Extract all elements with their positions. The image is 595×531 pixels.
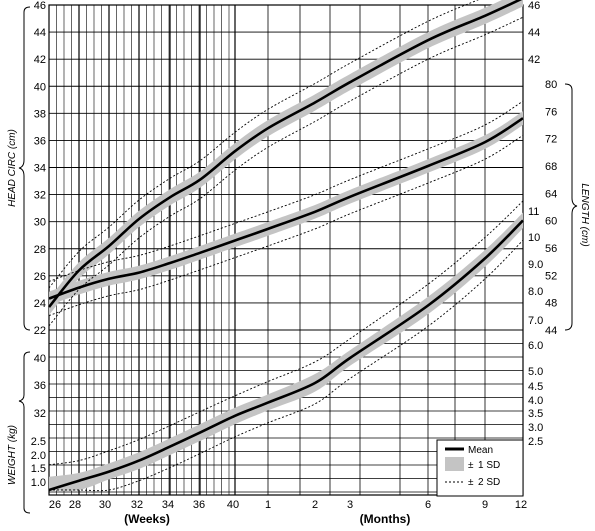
months-axis-label: (Months)	[360, 512, 411, 526]
month-tick-label: 9	[482, 499, 488, 511]
weight-right-tick: 3.5	[528, 408, 543, 420]
week-tick-label: 26	[49, 499, 61, 511]
legend-sd1-swatch	[445, 457, 464, 471]
length-tick: 60	[545, 216, 557, 228]
weight-left-tick: 2.0	[31, 450, 46, 462]
sd1-bands	[49, 0, 523, 491]
weight-right-tick: 5.0	[528, 366, 543, 378]
chart-grid	[48, 4, 524, 496]
length-tick: 52	[545, 270, 557, 282]
weight-right-tick: 4.0	[528, 395, 543, 407]
length-tick: 80	[545, 79, 557, 91]
length-tick: 72	[545, 134, 557, 146]
head-circ-tick: 34	[34, 163, 46, 175]
month-tick-label: 6	[425, 499, 431, 511]
head-circ-tick: 44	[34, 27, 46, 39]
legend-sd2-prefix: ±	[468, 477, 474, 488]
sd2-lower-1	[48, 134, 524, 317]
weight-right-tick: 10	[528, 232, 540, 244]
head-circ-tick: 38	[34, 108, 46, 120]
weight-left-tick: 1.5	[31, 463, 46, 475]
plot-frame	[48, 4, 524, 496]
length-bracket	[564, 83, 578, 331]
sd1-band-1	[49, 111, 523, 306]
head-circ-right-tick: 44	[528, 27, 540, 39]
length-tick: 48	[545, 298, 557, 310]
sd2-upper-2	[48, 200, 524, 466]
length-tick: 64	[545, 188, 557, 200]
legend: Mean ± 1 SD ± 2 SD	[436, 439, 524, 497]
sd2-lower-2	[49, 239, 524, 492]
series-lines	[47, 0, 524, 492]
head-circ-tick: 30	[34, 217, 46, 229]
mean-line-1	[48, 117, 524, 300]
head-circ-tick: 36	[34, 135, 46, 147]
head-circ-axis-label: HEAD CIRC (cm)	[7, 129, 18, 207]
head-circ-tick: 46	[34, 0, 46, 12]
head-circ-tick: 28	[34, 244, 46, 256]
legend-sd2-label: 2 SD	[478, 477, 500, 488]
week-tick-label: 34	[162, 499, 174, 511]
weight-right-tick: 4.5	[528, 381, 543, 393]
sd2-lower-0	[48, 16, 524, 327]
weight-right-tick: 7.0	[528, 315, 543, 327]
weight-left-tick: 32	[34, 408, 46, 420]
weeks-axis-label: (Weeks)	[124, 512, 170, 526]
week-tick-label: 36	[193, 499, 205, 511]
weight-right-tick: 8.0	[528, 286, 543, 298]
head-circ-tick: 40	[34, 81, 46, 93]
head-circ-tick: 42	[34, 54, 46, 66]
sd2-upper-0	[48, 0, 479, 289]
legend-mean-label: Mean	[468, 445, 493, 456]
weight-left-tick: 40	[34, 353, 46, 365]
head-circ-right-tick: 46	[528, 0, 540, 12]
mean-line-2	[48, 219, 524, 492]
length-tick: 76	[545, 106, 557, 118]
head-circ-right-tick: 42	[528, 54, 540, 66]
mean-line-0	[47, 0, 523, 308]
weight-left-tick: 36	[34, 380, 46, 392]
week-tick-label: 30	[99, 499, 111, 511]
head-circ-tick: 32	[34, 190, 46, 202]
head-circ-tick: 24	[34, 298, 46, 310]
week-tick-label: 32	[131, 499, 143, 511]
head-circ-tick: 26	[34, 271, 46, 283]
weight-right-tick: 3.0	[528, 422, 543, 434]
head-circ-bracket	[18, 6, 31, 331]
month-tick-label: 2	[312, 499, 318, 511]
legend-sd1-prefix: ±	[468, 460, 474, 471]
length-tick: 44	[545, 325, 557, 337]
weight-left-tick: 2.5	[31, 436, 46, 448]
weight-right-tick: 2.5	[528, 436, 543, 448]
month-tick-label: 12	[515, 499, 527, 511]
weight-right-tick: 11	[528, 206, 539, 218]
length-axis-label: LENGTH (cm)	[579, 183, 590, 246]
axis-brackets	[18, 6, 578, 514]
tick-labels: 26 28 30 32 34 36 40 1 2 3 6 9 122224262830323436384…	[31, 0, 558, 511]
weight-bracket	[18, 351, 31, 514]
legend-sd1-label: 1 SD	[478, 460, 500, 471]
weight-right-tick: 9.0	[528, 259, 543, 271]
week-tick-label: 28	[69, 499, 81, 511]
weight-axis-label: WEIGHT (kg)	[7, 425, 18, 485]
month-tick-label: 3	[347, 499, 353, 511]
week-tick-label: 40	[227, 499, 239, 511]
length-tick: 56	[545, 243, 557, 255]
head-circ-tick: 22	[34, 325, 46, 337]
month-tick-label: 1	[265, 499, 271, 511]
weight-left-tick: 1.0	[31, 477, 46, 489]
weight-right-tick: 6.0	[528, 340, 543, 352]
length-tick: 68	[545, 161, 557, 173]
